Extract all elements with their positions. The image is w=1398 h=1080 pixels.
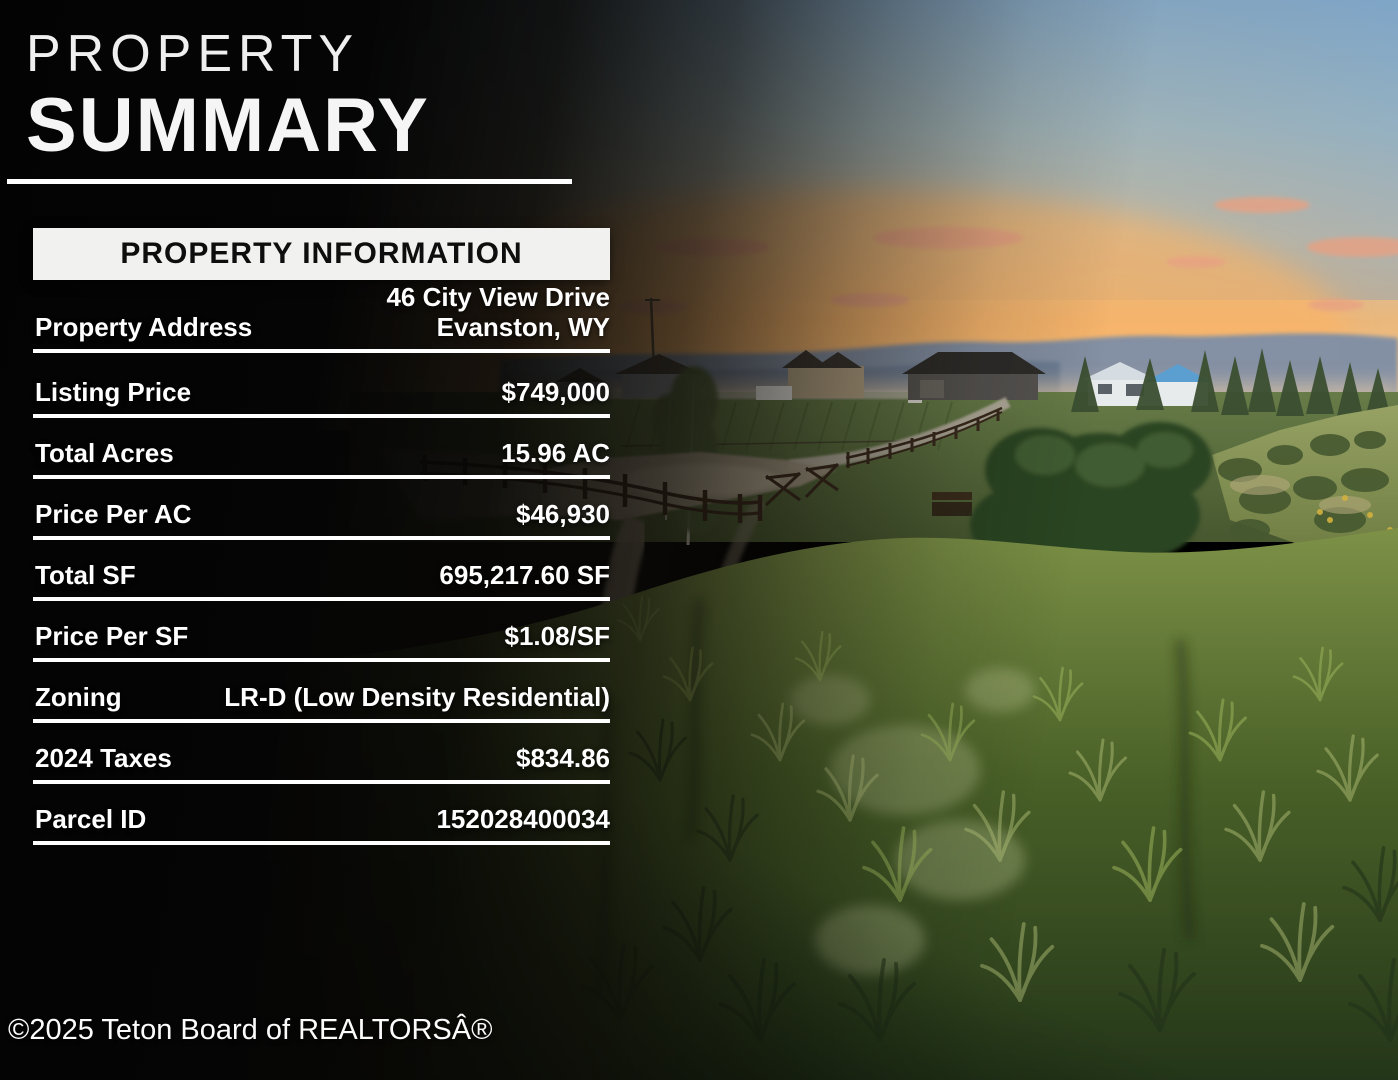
page-title: PROPERTY SUMMARY	[26, 28, 430, 164]
info-rows: Property Address 46 City View Drive Evan…	[33, 282, 610, 845]
info-row-value: $834.86	[516, 743, 610, 773]
info-row-value: LR-D (Low Density Residential)	[224, 682, 610, 712]
title-word-summary: SUMMARY	[26, 83, 430, 168]
info-row-value: 152028400034	[436, 804, 610, 834]
property-information-panel: PROPERTY INFORMATION Property Address 46…	[33, 228, 610, 845]
info-row-label: Parcel ID	[35, 804, 147, 834]
info-row-value: 695,217.60 SF	[439, 560, 610, 590]
info-row-parcel-id: Parcel ID 152028400034	[33, 804, 610, 845]
info-row-value: $46,930	[516, 499, 610, 529]
info-row-label: Listing Price	[35, 377, 192, 407]
info-row-2024-taxes: 2024 Taxes $834.86	[33, 743, 610, 784]
info-row-price-per-sf: Price Per SF $1.08/SF	[33, 621, 610, 662]
panel-header: PROPERTY INFORMATION	[33, 228, 610, 280]
info-row-label: Zoning	[35, 682, 122, 712]
info-row-total-acres: Total Acres 15.96 AC	[33, 438, 610, 479]
info-row-value: $1.08/SF	[504, 621, 610, 651]
copyright-text: ©2025 Teton Board of REALTORSÂ®	[8, 1014, 493, 1046]
info-row-listing-price: Listing Price $749,000	[33, 377, 610, 418]
info-row-value: 46 City View Drive Evanston, WY	[386, 282, 610, 342]
info-row-property-address: Property Address 46 City View Drive Evan…	[33, 282, 610, 353]
info-row-label: Total Acres	[35, 438, 174, 468]
info-row-total-sf: Total SF 695,217.60 SF	[33, 560, 610, 601]
info-row-label: Total SF	[35, 560, 136, 590]
info-row-label: Property Address	[35, 312, 253, 342]
info-row-zoning: Zoning LR-D (Low Density Residential)	[33, 682, 610, 723]
info-row-value: $749,000	[501, 377, 610, 407]
info-row-price-per-ac: Price Per AC $46,930	[33, 499, 610, 540]
info-row-value: 15.96 AC	[501, 438, 610, 468]
info-row-label: 2024 Taxes	[35, 743, 172, 773]
info-row-label: Price Per AC	[35, 499, 192, 529]
bench	[932, 492, 972, 516]
title-word-property: PROPERTY	[26, 25, 360, 83]
info-row-label: Price Per SF	[35, 621, 189, 651]
title-underline	[7, 179, 572, 184]
